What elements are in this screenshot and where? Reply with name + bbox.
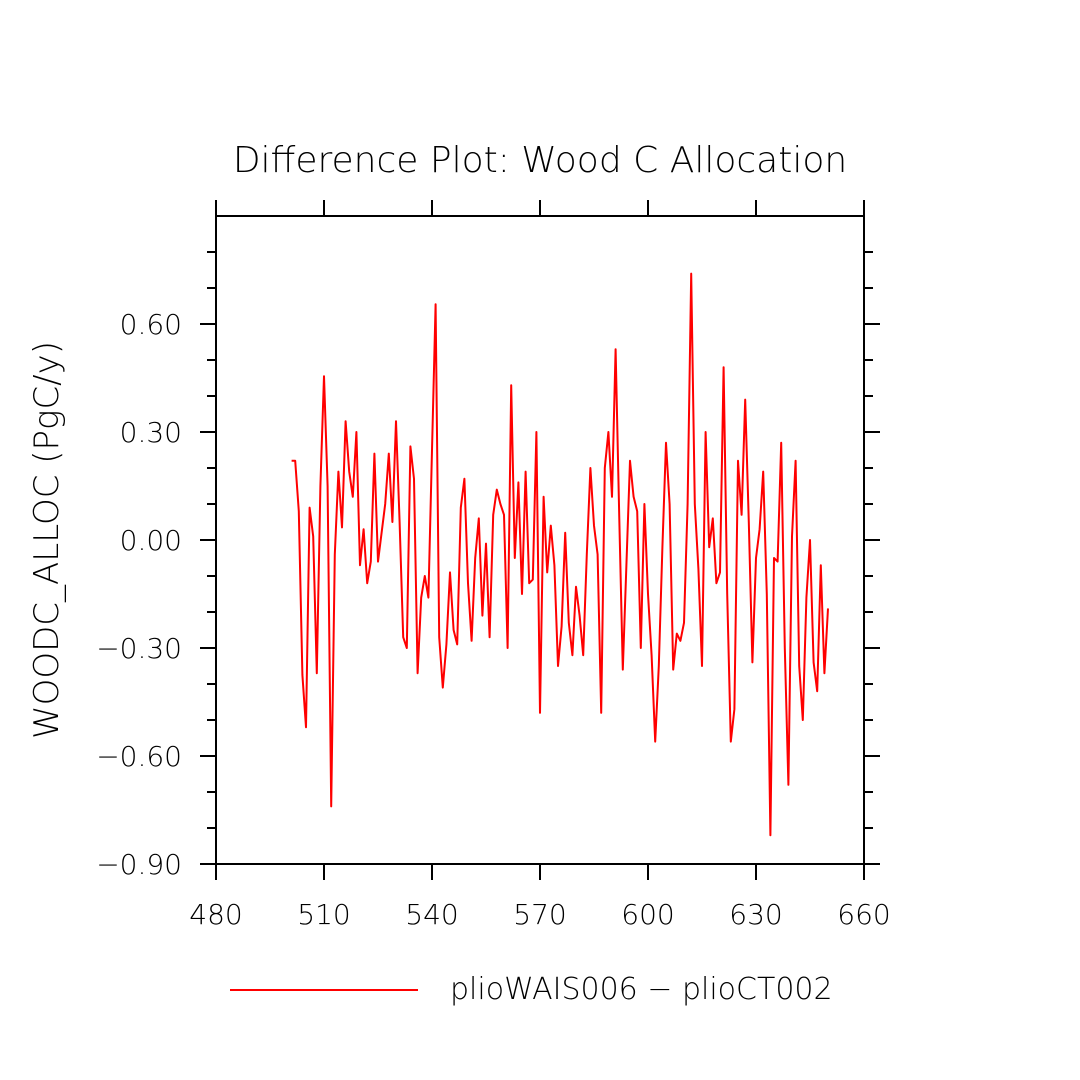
y-tick-label: −0.60 <box>96 740 182 773</box>
x-tick-label: 510 <box>297 898 350 931</box>
y-axis-label: WOODC_ALLOC (PgC/y) <box>27 341 67 739</box>
x-tick-label: 630 <box>729 898 782 931</box>
y-tick-label: 0.30 <box>120 416 182 449</box>
x-tick-label: 660 <box>837 898 890 931</box>
data-line <box>291 272 829 837</box>
legend-label: plioWAIS006 − plioCT002 <box>450 972 833 1007</box>
y-tick-label: −0.30 <box>96 632 182 665</box>
y-tick-label: 0.60 <box>120 308 182 341</box>
x-tick-label: 480 <box>189 898 242 931</box>
x-tick-label: 570 <box>513 898 566 931</box>
x-tick-label: 540 <box>405 898 458 931</box>
x-tick-label: 600 <box>621 898 674 931</box>
y-tick-label: −0.90 <box>96 848 182 881</box>
chart-title: Difference Plot: Wood C Allocation <box>233 140 847 181</box>
y-tick-label: 0.00 <box>120 524 182 557</box>
